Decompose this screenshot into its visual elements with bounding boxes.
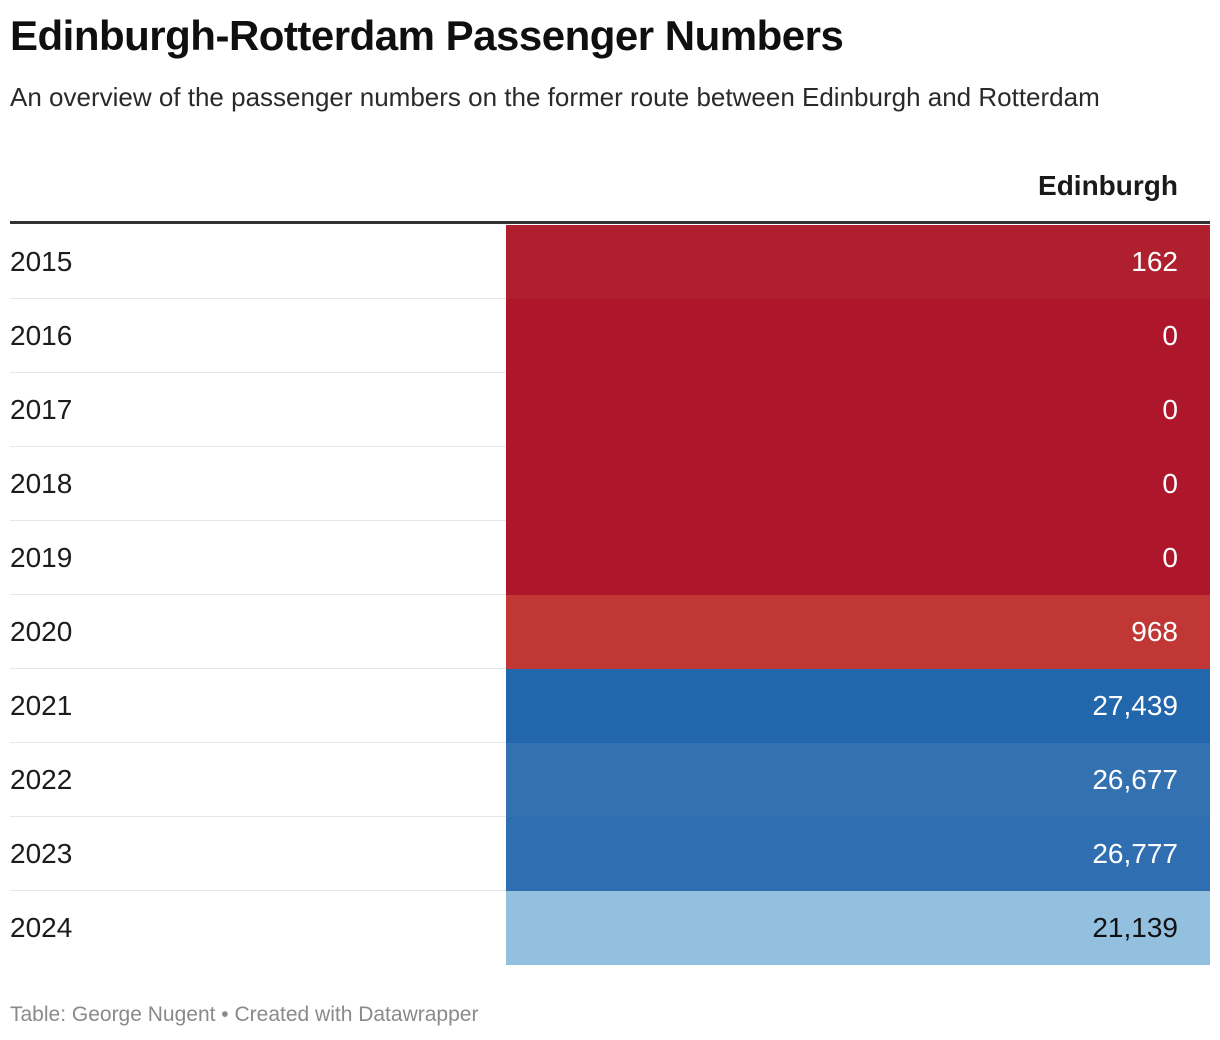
table-row: 2017 0 [10,373,1210,447]
table-row: 2021 27,439 [10,669,1210,743]
table-row: 2016 0 [10,299,1210,373]
table-row: 2019 0 [10,521,1210,595]
table-row: 2020 968 [10,595,1210,669]
row-year-label: 2023 [10,838,73,869]
row-year-label: 2020 [10,616,73,647]
edinburgh-value-cell: 0 [506,447,1210,521]
header-divider [10,221,1210,224]
edinburgh-value-cell: 27,439 [506,669,1210,743]
edinburgh-value-cell: 0 [506,373,1210,447]
source-footer: Table: George Nugent • Created with Data… [10,1003,479,1026]
column-header-edinburgh[interactable]: Edinburgh [1038,170,1178,201]
edinburgh-value-cell: 21,139 [506,891,1210,965]
row-year-label: 2021 [10,690,73,721]
edinburgh-value-cell: 968 [506,595,1210,669]
table-row: 2024 21,139 [10,891,1210,965]
table-row: 2018 0 [10,447,1210,521]
row-year-label: 2018 [10,468,73,499]
edinburgh-value-cell: 26,777 [506,817,1210,891]
edinburgh-value-cell: 26,677 [506,743,1210,817]
table-row: 2022 26,677 [10,743,1210,817]
table-row: 2023 26,777 [10,817,1210,891]
edinburgh-value-cell: 0 [506,299,1210,373]
edinburgh-value-cell: 162 [506,225,1210,299]
row-year-label: 2022 [10,764,73,795]
edinburgh-value-cell: 0 [506,521,1210,595]
row-year-label: 2024 [10,912,73,943]
data-table: 2015 162 2016 0 2017 0 2018 0 2019 0 2020 968 2021 27… [10,225,1210,965]
row-year-label: 2017 [10,394,73,425]
chart-title: Edinburgh-Rotterdam Passenger Numbers [10,12,844,59]
row-year-label: 2016 [10,320,73,351]
row-year-label: 2019 [10,542,73,573]
table-row: 2015 162 [10,225,1210,299]
row-year-label: 2015 [10,246,73,277]
chart-subtitle: An overview of the passenger numbers on … [10,82,1100,112]
